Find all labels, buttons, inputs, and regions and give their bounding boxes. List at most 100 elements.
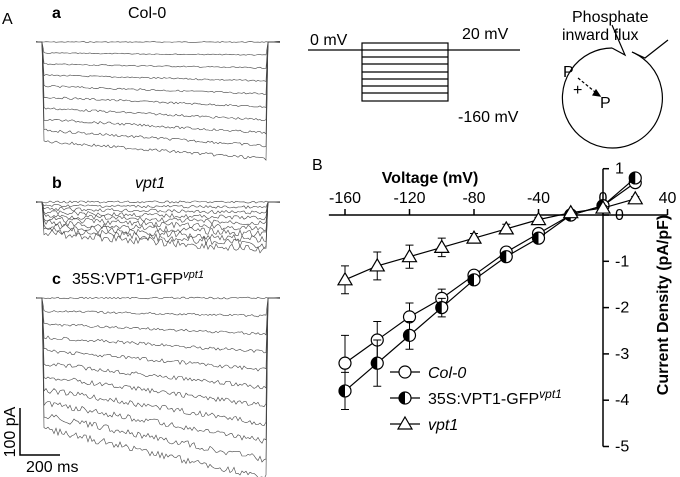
current-trace (35, 201, 281, 221)
current-trace (35, 41, 281, 108)
marker (433, 239, 450, 254)
y-tick-label: -5 (615, 439, 629, 456)
current-traces (35, 41, 281, 477)
current-trace (35, 41, 281, 161)
panel-label: a (52, 5, 61, 22)
current-trace (35, 201, 281, 249)
marker-fill (339, 384, 345, 397)
trace-title-main: 35S:VPT1-GFP (72, 271, 183, 288)
current-trace (35, 41, 281, 135)
current-trace (35, 201, 281, 210)
series-line (344, 198, 636, 281)
current-trace (35, 297, 281, 318)
current-trace (35, 201, 281, 231)
legend-name: vpt1 (428, 417, 458, 434)
marker (338, 356, 352, 370)
current-trace (35, 297, 281, 336)
marker (336, 271, 354, 286)
cell-label: inward flux (562, 27, 638, 44)
marker-fill (532, 232, 539, 245)
current-trace (35, 297, 281, 444)
panel-label: B (312, 157, 323, 174)
x-tick-label: 40 (659, 190, 677, 207)
y-tick-label: 1 (615, 161, 624, 178)
panel-label: A (2, 11, 13, 28)
marker-fill (435, 301, 442, 314)
current-trace (35, 297, 281, 427)
current-trace (35, 297, 281, 390)
protocol-label: 20 mV (462, 26, 509, 43)
x-tick-label: -160 (329, 190, 361, 207)
marker (627, 190, 644, 205)
current-trace (35, 41, 281, 122)
legend-label: Col-0 (428, 365, 466, 382)
legend-label: 35S:VPT1-GFPvpt1 (428, 387, 562, 408)
scale-label: 100 pA (2, 406, 19, 457)
legend-sup: vpt1 (539, 387, 562, 401)
cell-diagram (561, 24, 669, 149)
trace-title-sup: vpt1 (183, 269, 204, 281)
protocol-label: 0 mV (310, 32, 348, 49)
x-tick-label: -120 (393, 190, 425, 207)
cell-charge: + (573, 82, 582, 99)
panel-label: c (52, 271, 61, 288)
panel-label: b (52, 175, 62, 192)
legend-marker (396, 415, 414, 430)
current-trace (35, 200, 281, 204)
current-trace (35, 297, 281, 463)
marker (594, 199, 612, 214)
y-tick-label: 0 (615, 207, 624, 224)
marker (498, 220, 515, 235)
x-axis-title: Voltage (mV) (382, 170, 479, 187)
current-trace (35, 297, 281, 408)
iv-chart: -160 -120 -80 -40 0 40-5-4-3-2-101Col-035S:VP… (328, 161, 677, 456)
x-tick-label: -40 (527, 190, 550, 207)
current-trace (35, 41, 281, 148)
x-tick-label: -80 (462, 190, 485, 207)
y-tick-label: -2 (615, 300, 629, 317)
scale-bar (19, 408, 60, 456)
current-trace (35, 41, 281, 82)
legend-marker (398, 365, 412, 379)
trace-title: 35S:VPT1-GFPvpt1 (72, 269, 204, 288)
current-trace (35, 41, 281, 69)
legend-name: 35S:VPT1-GFP (428, 391, 539, 408)
current-trace (35, 201, 281, 254)
legend-label: vpt1 (428, 417, 458, 434)
y-axis-title: Current Density (pA/pF) (655, 215, 672, 395)
marker (369, 257, 386, 272)
scale-label: 200 ms (26, 459, 78, 476)
marker-fill (468, 273, 474, 286)
current-trace (35, 296, 281, 300)
current-trace (35, 201, 281, 243)
current-trace (35, 201, 281, 226)
y-tick-label: -3 (615, 346, 629, 363)
marker-fill (629, 171, 636, 184)
voltage-protocol (308, 42, 520, 102)
trace-title: Col-0 (128, 5, 166, 22)
y-tick-label: -4 (615, 392, 629, 409)
current-trace (35, 297, 281, 477)
current-trace (35, 297, 281, 354)
current-trace (35, 41, 281, 56)
x-tick-label: 0 (599, 190, 608, 207)
marker (401, 248, 418, 263)
marker (530, 211, 547, 226)
marker-fill (371, 357, 378, 370)
protocol-label: -160 mV (458, 109, 519, 126)
current-trace (35, 201, 281, 237)
marker-fill (500, 250, 507, 263)
current-trace (35, 41, 281, 43)
cell-ion: P (563, 64, 574, 81)
y-tick-label: -1 (615, 253, 629, 270)
cell-ion: P (600, 95, 611, 112)
current-trace (35, 297, 281, 372)
marker-fill (403, 329, 410, 342)
marker (465, 229, 483, 244)
current-trace (35, 41, 281, 95)
cell-label: Phosphate (572, 9, 649, 26)
trace-title: vpt1 (135, 175, 165, 192)
marker (562, 204, 579, 219)
current-trace (35, 201, 281, 215)
